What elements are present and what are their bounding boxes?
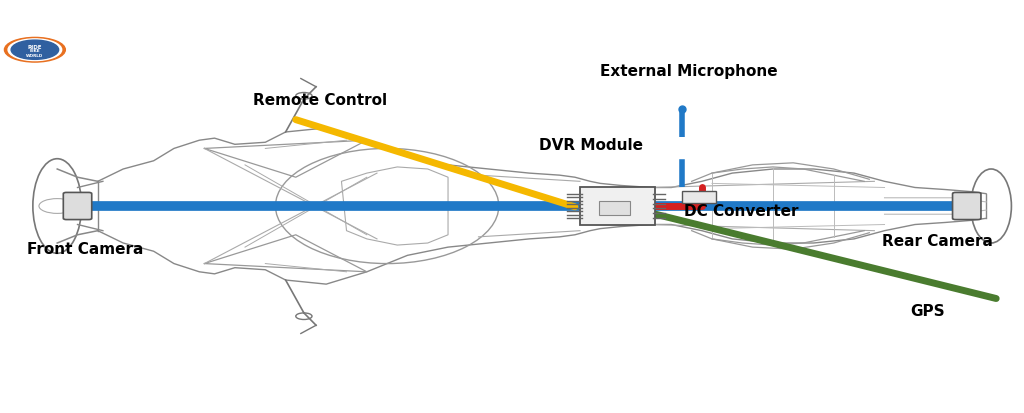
Text: DVR Module: DVR Module bbox=[540, 138, 643, 152]
Text: BIKE
WORLD: BIKE WORLD bbox=[27, 49, 43, 57]
Circle shape bbox=[8, 40, 61, 62]
Text: GPS: GPS bbox=[910, 304, 944, 318]
Text: Remote Control: Remote Control bbox=[253, 93, 387, 107]
Text: RIDE: RIDE bbox=[28, 45, 42, 50]
Text: Rear Camera: Rear Camera bbox=[883, 234, 993, 249]
FancyBboxPatch shape bbox=[599, 202, 630, 215]
Text: DC Converter: DC Converter bbox=[684, 203, 798, 218]
FancyBboxPatch shape bbox=[580, 187, 655, 226]
FancyBboxPatch shape bbox=[682, 191, 716, 203]
FancyBboxPatch shape bbox=[63, 193, 92, 220]
Circle shape bbox=[11, 41, 58, 60]
FancyBboxPatch shape bbox=[952, 193, 981, 220]
Text: Front Camera: Front Camera bbox=[27, 241, 143, 256]
Text: External Microphone: External Microphone bbox=[600, 64, 778, 78]
Circle shape bbox=[4, 38, 66, 63]
